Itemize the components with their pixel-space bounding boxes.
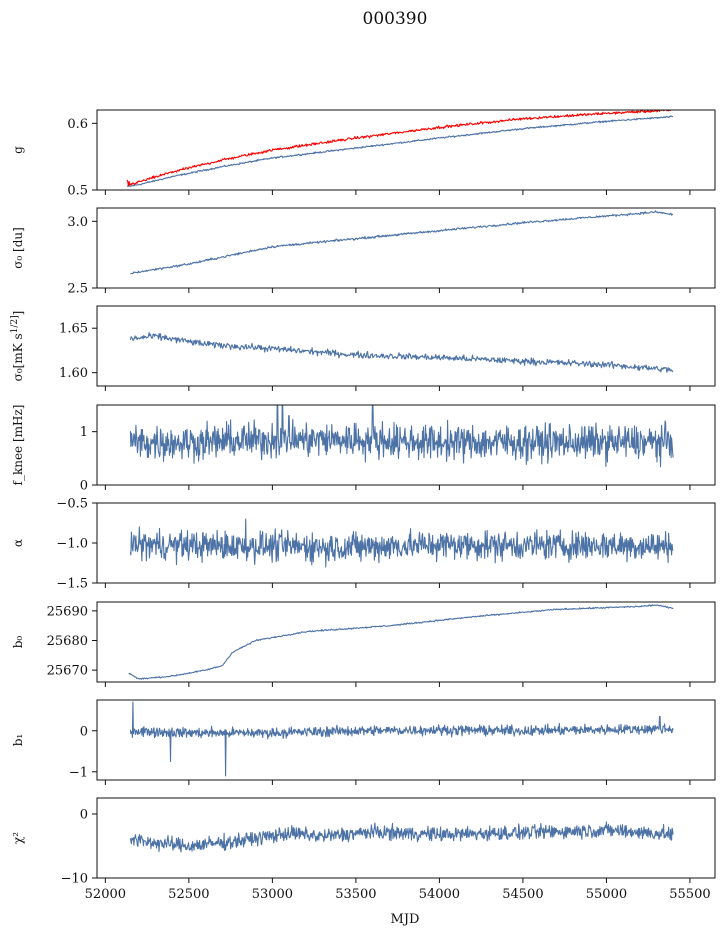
y-axis-label-chi2: χ² bbox=[11, 832, 25, 844]
y-tick-label: −10 bbox=[61, 872, 88, 887]
panel-sigma0_mK: 1.60 1.65 σ₀[mK s1/2]] bbox=[10, 305, 716, 391]
y-tick-label: −0.5 bbox=[56, 497, 88, 512]
y-tick-label: 0 bbox=[80, 724, 88, 739]
panel-frame bbox=[96, 109, 716, 191]
y-tick-label: 25690 bbox=[47, 604, 88, 619]
panels: 0.5 0.6 g 2.5 3.0 σ₀ [du] 1.60 1.65 σ₀[mK s1/2]]… bbox=[10, 109, 716, 902]
y-tick-label: 0 bbox=[80, 479, 88, 494]
series-line-alpha-0 bbox=[129, 518, 674, 568]
y-axis-label-fknee: f_knee [mHz] bbox=[11, 405, 25, 486]
panel-g: 0.5 0.6 g bbox=[11, 109, 716, 199]
y-tick-label: −1.0 bbox=[56, 537, 88, 552]
panel-frame bbox=[96, 797, 716, 879]
panel-b0: 25670 25680 25690 b₀ bbox=[11, 601, 716, 687]
series-line-chi2-0 bbox=[129, 821, 674, 853]
y-axis-label-b1: b₁ bbox=[11, 734, 25, 747]
panel-frame bbox=[96, 207, 716, 289]
panel-frame bbox=[96, 305, 716, 387]
x-tick-label: 53000 bbox=[252, 887, 293, 902]
series-line-fknee-0 bbox=[129, 405, 674, 468]
x-tick-label: 54000 bbox=[419, 887, 460, 902]
series-line-g-0 bbox=[126, 115, 674, 187]
x-tick-label: 55000 bbox=[586, 887, 627, 902]
x-tick-label: 52500 bbox=[168, 887, 209, 902]
series-line-sigma0_du-0 bbox=[130, 210, 674, 275]
y-tick-label: 25680 bbox=[47, 634, 88, 649]
y-tick-label: 1.65 bbox=[59, 322, 88, 337]
x-tick-label: 55500 bbox=[669, 887, 710, 902]
series-line-g-1 bbox=[126, 110, 674, 187]
y-axis-label-sigma0_mK: σ₀[mK s1/2]] bbox=[10, 311, 25, 382]
panel-sigma0_du: 2.5 3.0 σ₀ [du] bbox=[11, 207, 716, 297]
y-tick-label: 0.6 bbox=[67, 117, 88, 132]
panel-frame bbox=[96, 699, 716, 781]
panel-fknee: 0 1 f_knee [mHz] bbox=[11, 404, 716, 494]
series-line-sigma0_mK-0 bbox=[129, 332, 674, 373]
panel-frame bbox=[96, 601, 716, 683]
y-tick-label: 3.0 bbox=[67, 215, 88, 230]
y-tick-label: 0.5 bbox=[67, 184, 88, 199]
series-line-b0-0 bbox=[128, 604, 674, 680]
y-axis-label-sigma0_du: σ₀ [du] bbox=[11, 227, 25, 269]
y-tick-label: −1.5 bbox=[56, 577, 88, 592]
y-axis-label-g: g bbox=[11, 146, 25, 154]
panel-alpha: −1.5 −1.0 −0.5 α bbox=[11, 497, 716, 592]
series-line-b1-0 bbox=[129, 701, 674, 777]
panel-b1: −1 0 b₁ bbox=[11, 699, 716, 785]
x-axis-label: MJD bbox=[391, 912, 420, 927]
chart-title: 000390 bbox=[363, 9, 428, 29]
x-tick-label: 54500 bbox=[502, 887, 543, 902]
y-tick-label: 1 bbox=[80, 425, 88, 440]
y-axis-label-alpha: α bbox=[11, 539, 25, 547]
y-tick-label: 2.5 bbox=[67, 282, 88, 297]
x-tick-label: 53500 bbox=[335, 887, 376, 902]
panel-frame bbox=[96, 404, 716, 486]
y-tick-label: −1 bbox=[69, 765, 88, 780]
y-tick-label: 1.60 bbox=[59, 366, 88, 381]
panel-chi2: −10 0 52000 52500 53000 53500 54000 54500 55000 5… bbox=[11, 797, 716, 902]
x-tick-label: 52000 bbox=[85, 887, 126, 902]
y-axis-label-b0: b₀ bbox=[11, 636, 25, 649]
y-tick-label: 25670 bbox=[47, 664, 88, 679]
y-tick-label: 0 bbox=[80, 808, 88, 823]
